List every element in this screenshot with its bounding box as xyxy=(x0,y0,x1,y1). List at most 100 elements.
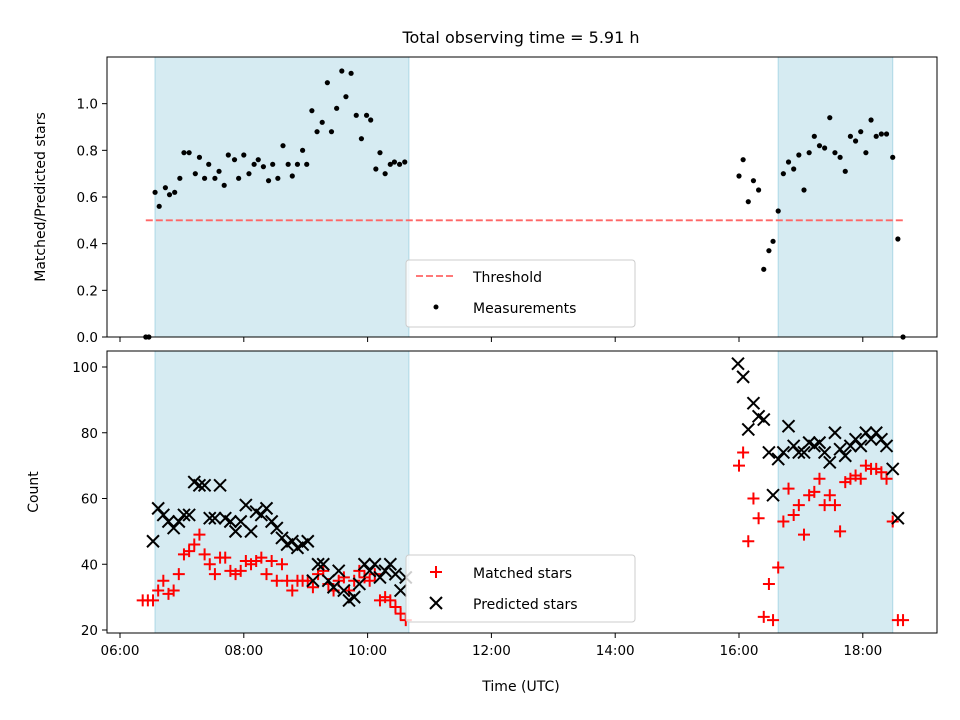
predicted-star-point-41 xyxy=(357,557,372,571)
predicted-star-point-74 xyxy=(854,439,868,453)
bottom-y-axis: 20 40 60 80 100 xyxy=(72,360,107,639)
x-tick-label-5: 16:00 xyxy=(720,643,759,659)
bottom-axes-frame xyxy=(106,350,938,634)
measurement-point-81 xyxy=(873,133,879,139)
legend-measurements-swatch xyxy=(433,304,439,310)
measurement-point-39 xyxy=(334,105,340,111)
predicted-star-point-52 xyxy=(741,422,755,437)
matched-star-point-54 xyxy=(742,535,755,548)
predicted-star-point-71 xyxy=(838,449,852,463)
predicted-star-point-40 xyxy=(352,577,367,591)
measurement-point-69 xyxy=(811,133,817,139)
matched-star-point-70 xyxy=(823,489,836,502)
top-panel: 0.0 0.2 0.4 0.6 0.8 1.0 Matched/Predicted sta… xyxy=(33,56,938,346)
measurement-point-48 xyxy=(377,150,383,156)
measurement-point-45 xyxy=(363,112,370,118)
bottom-y-tick-label-0: 20 xyxy=(81,623,98,639)
measurement-point-82 xyxy=(878,131,884,137)
top-y-tick-label-4: 0.8 xyxy=(77,143,98,159)
measurement-point-73 xyxy=(832,150,838,156)
measurement-point-30 xyxy=(289,173,295,179)
bottom-y-tick-label-1: 40 xyxy=(81,557,98,573)
top-legend: Threshold Measurements xyxy=(405,259,636,328)
predicted-star-point-45 xyxy=(378,564,392,578)
predicted-star-point-24 xyxy=(270,521,284,535)
measurement-point-54 xyxy=(736,173,742,179)
predicted-star-point-6 xyxy=(177,508,191,522)
measurement-point-9 xyxy=(186,150,192,156)
measurement-point-61 xyxy=(770,238,776,244)
measurement-point-62 xyxy=(775,208,781,214)
legend-predicted-label: Predicted stars xyxy=(473,597,578,613)
bottom-shaded-intervals xyxy=(154,350,894,634)
predicted-star-point-76 xyxy=(864,432,878,447)
predicted-star-point-58 xyxy=(771,452,785,466)
predicted-star-point-46 xyxy=(383,557,398,571)
predicted-star-point-32 xyxy=(311,557,325,571)
measurement-point-75 xyxy=(842,168,848,174)
predicted-star-point-19 xyxy=(244,524,258,539)
measurement-point-60 xyxy=(766,248,772,254)
matched-star-point-59 xyxy=(767,614,780,627)
measurement-point-25 xyxy=(265,178,272,184)
matched-star-point-16 xyxy=(219,551,232,564)
matched-star-point-69 xyxy=(818,499,831,512)
predicted-star-point-7 xyxy=(182,508,196,522)
top-y-axis: 0.0 0.2 0.4 0.6 0.8 1.0 xyxy=(77,97,107,346)
matched-star-point-27 xyxy=(275,558,288,571)
top-x-ticks xyxy=(119,337,864,342)
matched-star-point-14 xyxy=(208,568,221,581)
bottom-y-axis-label: Count xyxy=(26,471,42,513)
predicted-star-point-39 xyxy=(347,590,361,604)
matched-star-point-72 xyxy=(834,525,847,538)
predicted-star-point-25 xyxy=(275,531,289,545)
predicted-star-point-70 xyxy=(833,442,847,456)
predicted-star-point-10 xyxy=(197,478,212,493)
predicted-star-point-43 xyxy=(368,557,382,571)
measurement-point-79 xyxy=(863,150,869,156)
predicted-star-point-33 xyxy=(316,557,330,571)
measurement-point-6 xyxy=(172,189,178,195)
measurement-point-63 xyxy=(780,171,786,177)
measurement-point-7 xyxy=(177,175,183,181)
measurement-point-56 xyxy=(745,199,751,205)
x-axis-label: Time (UTC) xyxy=(481,679,559,695)
measurement-point-84 xyxy=(890,154,896,160)
measurement-point-83 xyxy=(883,131,890,137)
predicted-star-point-67 xyxy=(817,445,832,460)
measurement-point-55 xyxy=(740,157,746,163)
matched-star-point-42 xyxy=(353,564,366,577)
figure-title: Total observing time = 5.91 h xyxy=(401,28,639,47)
measurement-point-58 xyxy=(756,187,762,193)
predicted-star-point-51 xyxy=(736,370,750,384)
matched-star-point-2 xyxy=(147,594,160,607)
measurement-point-77 xyxy=(852,138,859,144)
measurement-point-17 xyxy=(225,152,231,158)
matched-star-point-80 xyxy=(875,466,888,479)
measurement-point-2 xyxy=(152,189,158,195)
matched-star-point-55 xyxy=(747,492,760,505)
top-legend-box xyxy=(405,259,636,328)
measurement-point-12 xyxy=(201,175,208,181)
predicted-star-point-22 xyxy=(259,501,274,516)
predicted-star-point-78 xyxy=(874,432,889,447)
predicted-star-point-27 xyxy=(285,534,299,548)
predicted-star-point-34 xyxy=(321,573,336,588)
matched-star-point-9 xyxy=(183,545,196,558)
predicted-star-point-5 xyxy=(172,514,186,529)
matched-star-point-7 xyxy=(172,568,185,581)
predicted-star-point-23 xyxy=(264,514,279,529)
predicted-star-point-0 xyxy=(146,534,160,548)
measurement-point-5 xyxy=(166,192,173,198)
measurement-point-3 xyxy=(156,203,162,209)
measurement-point-40 xyxy=(339,68,345,74)
measurement-point-52 xyxy=(396,161,403,167)
top-y-tick-label-0: 0.0 xyxy=(77,330,98,346)
measurement-point-85 xyxy=(895,236,901,242)
legend-measurements-label: Measurements xyxy=(473,301,576,317)
x-tick-label-0: 06:00 xyxy=(101,643,140,659)
measurement-point-76 xyxy=(847,133,854,139)
matched-star-point-11 xyxy=(193,528,206,541)
legend-threshold-label: Threshold xyxy=(472,270,542,286)
predicted-star-point-44 xyxy=(373,570,387,585)
